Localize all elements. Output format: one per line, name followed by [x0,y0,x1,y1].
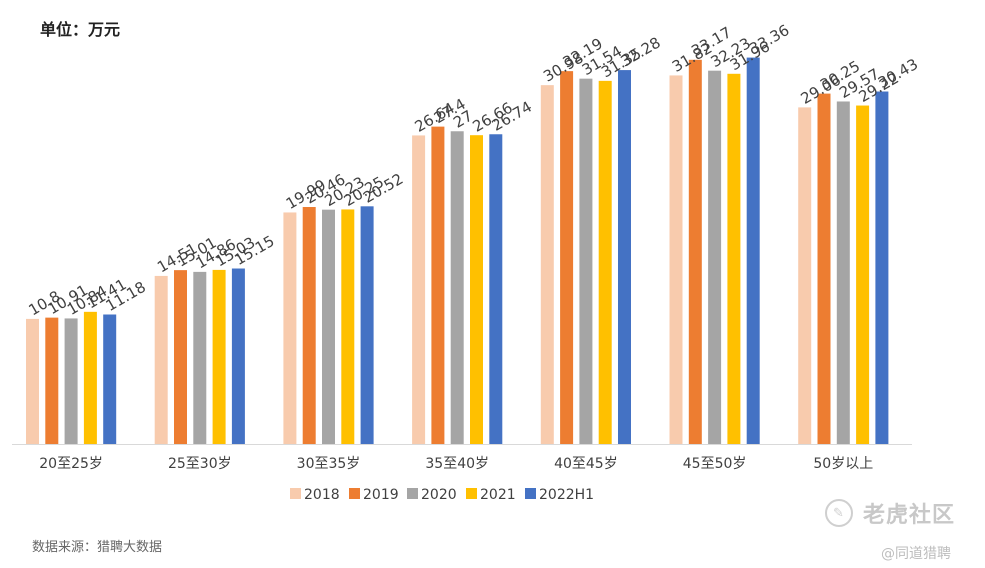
bar-2022H1-4[interactable] [618,70,631,444]
bar-2022H1-0[interactable] [103,314,117,444]
bar-2021-0[interactable] [83,311,97,444]
category-labels-group: 20至25岁 25至30岁 30至35岁 35至40岁 40至45岁 45至50岁 50岁以… [39,456,873,472]
bar-2021-5[interactable] [727,73,741,445]
source-note: 数据来源：猎聘大数据 [32,540,163,555]
bar-2019-4[interactable] [560,71,574,444]
bar-2022H1-3[interactable] [489,134,503,445]
bar-2021-1[interactable] [212,269,226,444]
bar-2022H1-5[interactable] [746,57,760,445]
bar-2022H1-6[interactable] [875,91,889,444]
bar-2020-4[interactable] [579,78,593,444]
category-label-0: 20至25岁 [39,456,103,472]
watermark-logo-text: 老虎社区 [863,503,956,528]
bar-2018-0[interactable] [26,318,39,444]
category-label-2: 30至35岁 [297,456,361,472]
value-label-2022H1-1: 15.15 [231,232,277,269]
value-label-2022H1-2: 20.52 [360,170,406,207]
bars-group [26,57,889,445]
bar-2020-5[interactable] [708,70,722,445]
bar-2018-6[interactable] [798,107,812,444]
value-label-2022H1-4: 32.28 [618,33,664,70]
bar-2020-1[interactable] [193,271,207,444]
bar-2019-1[interactable] [174,270,187,444]
bar-2020-6[interactable] [836,101,850,444]
category-label-4: 40至45岁 [554,456,618,472]
legend-swatch-2022H1[interactable] [525,488,536,499]
bar-2022H1-2[interactable] [360,206,374,444]
legend-swatch-2020[interactable] [407,488,418,499]
bar-2021-4[interactable] [598,80,612,445]
legend[interactable]: 2018 2019 2020 2021 2022H1 [290,487,594,503]
category-label-6: 50岁以上 [813,456,873,472]
legend-label-2022H1[interactable]: 2022H1 [539,487,594,503]
bar-2019-2[interactable] [302,207,316,444]
legend-label-2020[interactable]: 2020 [421,487,457,503]
value-label-2022H1-3: 26.74 [489,98,535,135]
bar-2018-3[interactable] [412,135,426,445]
category-label-5: 45至50岁 [683,456,747,472]
bar-2020-0[interactable] [64,318,78,444]
bar-2021-3[interactable] [470,135,483,444]
legend-label-2019[interactable]: 2019 [363,487,399,503]
legend-label-2021[interactable]: 2021 [480,487,516,503]
bar-2020-3[interactable] [450,131,464,444]
watermark-handle: @同道猎聘 [881,546,951,562]
bar-2021-6[interactable] [856,105,870,444]
bar-2019-5[interactable] [688,59,702,445]
category-label-1: 25至30岁 [168,456,232,472]
bar-2020-2[interactable] [322,209,335,444]
watermark: ✎ 老虎社区 @同道猎聘 [825,497,975,563]
bar-2019-0[interactable] [45,317,59,444]
legend-swatch-2021[interactable] [466,488,477,499]
bar-2021-2[interactable] [341,209,355,444]
bar-2019-6[interactable] [817,93,831,445]
tiger-logo-icon: ✎ [825,499,853,527]
bar-2018-2[interactable] [283,212,297,444]
legend-swatch-2018[interactable] [290,488,301,499]
unit-label: 单位：万元 [40,20,121,39]
bar-2018-1[interactable] [154,275,168,444]
bar-2019-3[interactable] [431,126,445,444]
bar-2018-4[interactable] [540,85,554,445]
bar-2022H1-1[interactable] [231,268,245,444]
legend-swatch-2019[interactable] [349,488,360,499]
bar-2018-5[interactable] [669,75,683,444]
category-label-3: 35至40岁 [425,456,489,472]
legend-label-2018[interactable]: 2018 [304,487,340,503]
